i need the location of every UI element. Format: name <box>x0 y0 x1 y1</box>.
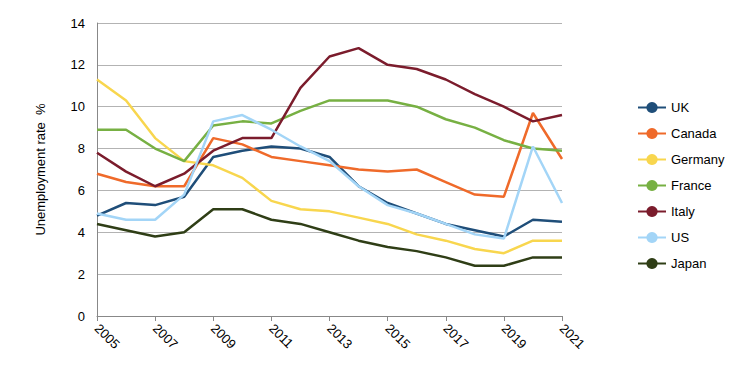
svg-text:2017: 2017 <box>440 321 471 352</box>
svg-text:8: 8 <box>78 141 85 156</box>
svg-text:12: 12 <box>71 57 85 72</box>
svg-text:2: 2 <box>78 267 85 282</box>
svg-text:4: 4 <box>78 225 85 240</box>
svg-text:2015: 2015 <box>382 321 413 352</box>
svg-text:2013: 2013 <box>324 321 355 352</box>
svg-text:Canada: Canada <box>671 126 717 141</box>
svg-text:2011: 2011 <box>266 321 296 351</box>
svg-text:10: 10 <box>71 99 85 114</box>
svg-text:6: 6 <box>78 183 85 198</box>
svg-text:2007: 2007 <box>150 321 181 352</box>
svg-text:Italy: Italy <box>671 204 695 219</box>
svg-text:2019: 2019 <box>499 321 530 352</box>
svg-text:2009: 2009 <box>208 321 239 352</box>
svg-text:France: France <box>671 178 711 193</box>
svg-text:Unemployment rate %: Unemployment rate % <box>33 103 48 236</box>
svg-text:UK: UK <box>671 100 689 115</box>
svg-text:14: 14 <box>71 16 85 31</box>
svg-text:Germany: Germany <box>671 152 725 167</box>
svg-text:2005: 2005 <box>92 321 123 352</box>
svg-text:US: US <box>671 230 689 245</box>
svg-text:0: 0 <box>78 309 85 324</box>
svg-text:2021: 2021 <box>557 321 588 352</box>
svg-text:Japan: Japan <box>671 256 706 271</box>
